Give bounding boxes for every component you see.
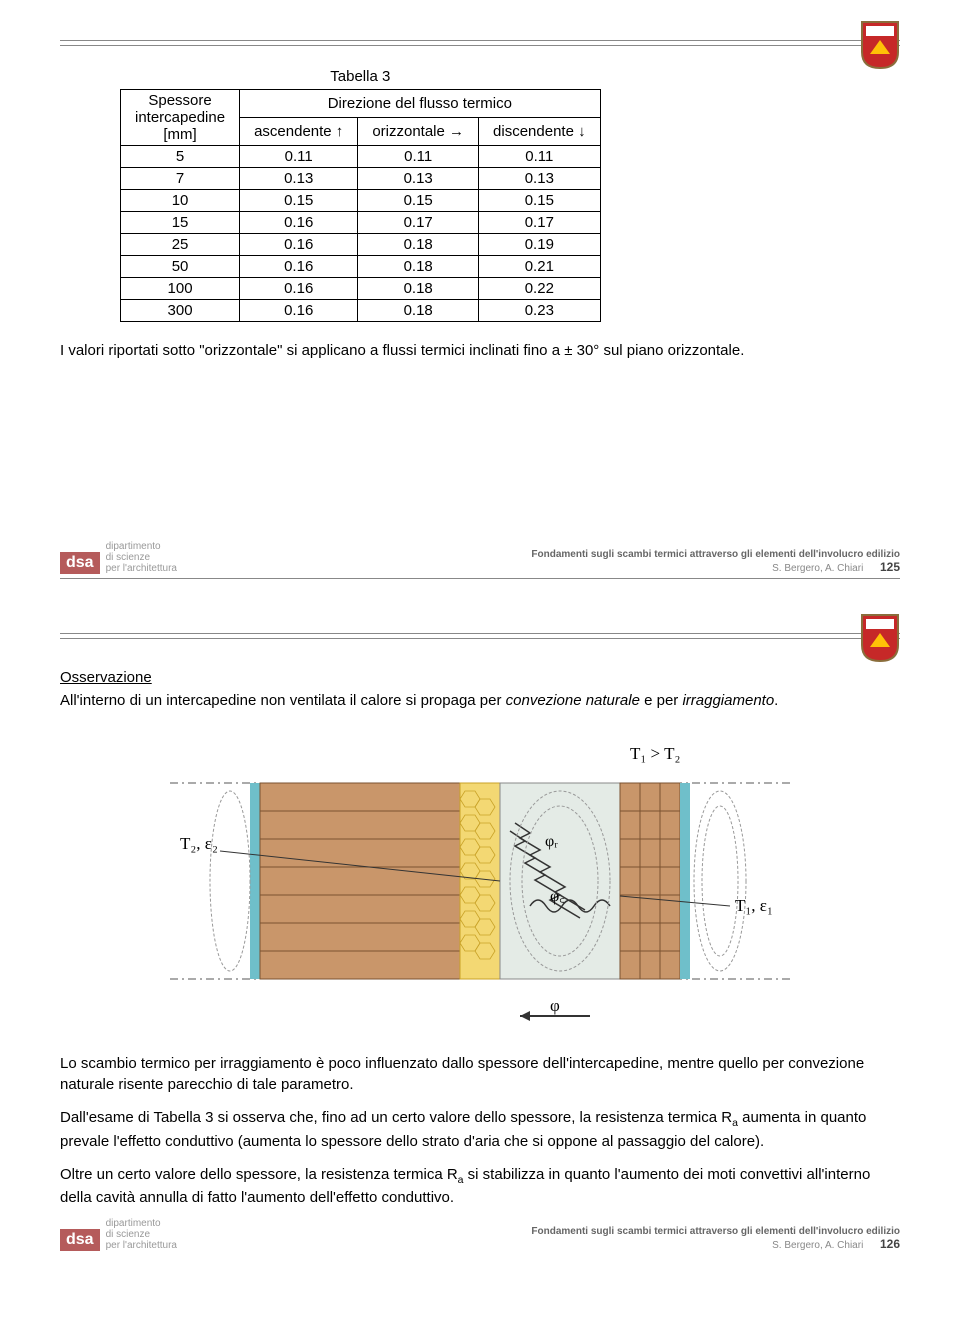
table-caption: Tabella 3 bbox=[121, 66, 601, 90]
page-footer: dsa dipartimento di scienze per l'archit… bbox=[60, 1218, 900, 1251]
dsa-text: dipartimento di scienze per l'architettu… bbox=[106, 1218, 177, 1251]
label-t1-t2: T₁ > T₂ bbox=[630, 744, 680, 763]
footer-title: Fondamenti sugli scambi termici attraver… bbox=[531, 549, 900, 560]
label-phic: φ꜀ bbox=[550, 888, 565, 905]
page-number: 125 bbox=[880, 560, 900, 574]
intercapedine-figure: T₁ > T₂ T₂, ε₂ T₁, ε₁ φᵣ φ꜀ φ bbox=[130, 721, 830, 1041]
col-asc: ascendente ↑ bbox=[240, 118, 358, 146]
row-header: Spessore intercapedine [mm] bbox=[121, 90, 240, 146]
paragraph-1: Lo scambio termico per irraggiamento è p… bbox=[60, 1053, 900, 1095]
paragraph-3: Oltre un certo valore dello spessore, la… bbox=[60, 1164, 900, 1209]
table-row: 70.130.130.13 bbox=[121, 168, 601, 190]
col-oriz: orizzontale → bbox=[358, 118, 479, 146]
footer-authors: S. Bergero, A. Chiari bbox=[772, 1240, 863, 1251]
table-row: 150.160.170.17 bbox=[121, 212, 601, 234]
crest-icon bbox=[860, 613, 900, 663]
tabella-3: Tabella 3 Spessore intercapedine [mm] Di… bbox=[120, 66, 601, 322]
osservazione-text: All'interno di un intercapedine non vent… bbox=[60, 690, 900, 711]
table-row: 1000.160.180.22 bbox=[121, 278, 601, 300]
page-footer: dsa dipartimento di scienze per l'archit… bbox=[60, 541, 900, 574]
table-note: I valori riportati sotto "orizzontale" s… bbox=[60, 340, 840, 361]
table-row: 100.150.150.15 bbox=[121, 190, 601, 212]
dsa-logo: dsa bbox=[60, 552, 100, 574]
col-group-header: Direzione del flusso termico bbox=[240, 90, 601, 118]
dsa-logo: dsa bbox=[60, 1229, 100, 1251]
osservazione-title: Osservazione bbox=[60, 669, 900, 686]
table-row: 500.160.180.21 bbox=[121, 256, 601, 278]
footer-title: Fondamenti sugli scambi termici attraver… bbox=[531, 1226, 900, 1237]
page-number: 126 bbox=[880, 1237, 900, 1251]
table-row: 3000.160.180.23 bbox=[121, 300, 601, 322]
table-row: 250.160.180.19 bbox=[121, 234, 601, 256]
table-row: 50.110.110.11 bbox=[121, 146, 601, 168]
footer-authors: S. Bergero, A. Chiari bbox=[772, 563, 863, 574]
label-phi: φ bbox=[550, 996, 560, 1015]
label-phir: φᵣ bbox=[545, 833, 558, 850]
crest-icon bbox=[860, 20, 900, 70]
dsa-text: dipartimento di scienze per l'architettu… bbox=[106, 541, 177, 574]
label-t1e1: T₁, ε₁ bbox=[735, 896, 773, 915]
col-disc: discendente ↓ bbox=[479, 118, 601, 146]
label-t2e2: T₂, ε₂ bbox=[180, 834, 218, 853]
paragraph-2: Dall'esame di Tabella 3 si osserva che, … bbox=[60, 1107, 900, 1152]
